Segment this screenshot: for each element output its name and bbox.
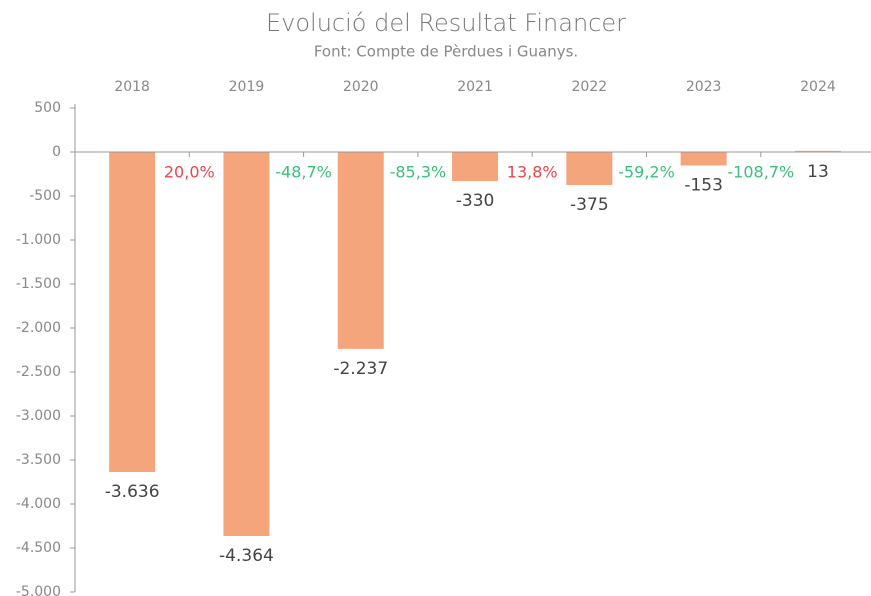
y-tick-label: 500 <box>34 100 61 116</box>
x-tick-label: 2020 <box>343 79 379 95</box>
y-tick-label: -1.500 <box>16 276 61 292</box>
bar <box>109 152 156 472</box>
x-tick-label: 2024 <box>800 79 836 95</box>
y-tick-label: -3.000 <box>16 408 61 424</box>
bar <box>223 152 270 537</box>
y-tick-label: -2.000 <box>16 320 61 336</box>
change-label: -59,2% <box>618 163 675 182</box>
value-label: -2.237 <box>333 359 388 379</box>
chart-subtitle: Font: Compte de Pèrdues i Guanys. <box>314 43 578 61</box>
x-tick-label: 2018 <box>114 79 150 95</box>
chart-title: Evolució del Resultat Financer <box>266 9 626 37</box>
bar <box>452 152 499 182</box>
change-label: -108,7% <box>727 163 794 182</box>
change-label: 20,0% <box>164 163 215 182</box>
y-tick-label: -3.500 <box>16 452 61 468</box>
change-label: 13,8% <box>507 163 558 182</box>
y-tick-label: -1.000 <box>16 232 61 248</box>
y-tick-label: -2.500 <box>16 364 61 380</box>
x-tick-label: 2021 <box>457 79 493 95</box>
value-label: -4.364 <box>219 546 274 566</box>
y-tick-label: -4.500 <box>16 540 61 556</box>
value-label: 13 <box>807 162 829 182</box>
value-label: -3.636 <box>105 482 160 502</box>
bar <box>566 152 613 185</box>
bar <box>794 150 841 152</box>
y-tick-label: 0 <box>52 144 61 160</box>
change-label: -85,3% <box>390 163 447 182</box>
y-tick-label: -500 <box>29 188 61 204</box>
bar <box>680 152 727 166</box>
value-label: -330 <box>456 191 495 211</box>
x-tick-label: 2019 <box>229 79 265 95</box>
change-label: -48,7% <box>275 163 332 182</box>
bar <box>337 152 384 349</box>
value-label: -153 <box>684 175 723 195</box>
x-tick-label: 2022 <box>572 79 608 95</box>
y-tick-label: -4.000 <box>16 496 61 512</box>
value-label: -375 <box>570 195 609 215</box>
y-tick-label: -5.000 <box>16 584 61 596</box>
x-tick-label: 2023 <box>686 79 722 95</box>
